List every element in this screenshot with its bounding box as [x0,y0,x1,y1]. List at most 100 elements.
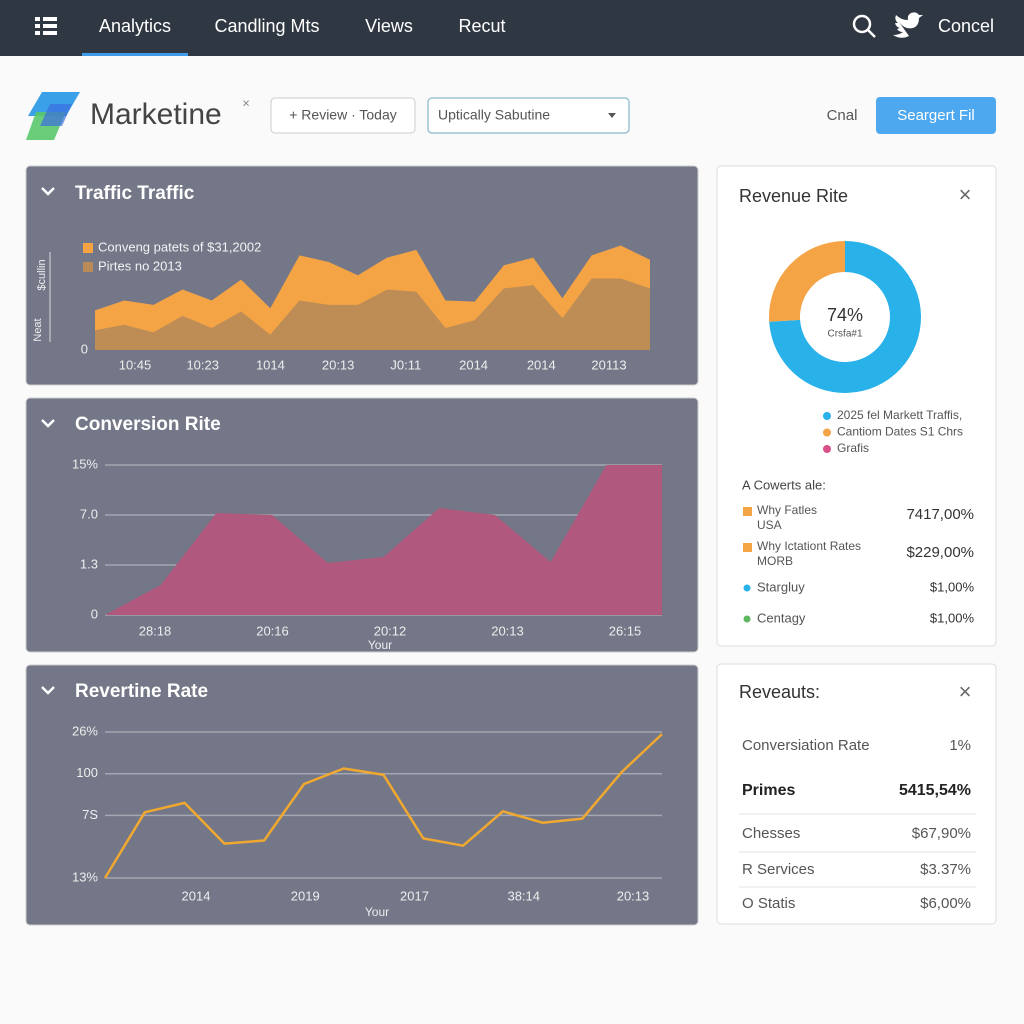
legend-swatch [83,262,93,272]
legend-label: 2025 fel Markett Traffis, [837,408,962,422]
y-tick-label: 100 [76,765,98,780]
side-panel-title: Reveauts: [739,682,820,702]
x-tick-label: 10:45 [119,357,152,372]
nav-action[interactable]: Concel [938,16,994,36]
x-tick-label: J0:11 [390,357,421,372]
summary-value: 1% [949,737,971,754]
y-tick-label: 7.0 [80,506,98,521]
collapse-icon[interactable] [41,187,55,196]
x-tick-label: 20:13 [617,888,650,903]
x-tick-label: 1014 [256,357,285,372]
area [105,465,662,615]
line [103,733,663,879]
x-tick-label: 2014 [182,888,211,903]
x-tick-label: 20113 [591,357,626,372]
x-tick-label: 20:13 [491,623,524,638]
y-tick-label: 1.3 [80,556,98,571]
legend-dot [823,412,831,420]
row-marker [743,543,752,552]
summary-value: $3.37% [920,861,971,878]
row-value: 7417,00% [906,506,974,523]
primary-button-label: Seargert Fil [897,107,975,124]
row-name: MORB [757,554,793,568]
row-value: $1,00% [930,610,975,625]
logo [40,104,72,126]
row-value: $229,00% [906,544,974,561]
y-tick-label: 0 [91,606,98,621]
nav-item[interactable]: Views [365,16,413,36]
row-marker [743,584,751,592]
donut-center-label: 74% [827,305,863,325]
x-tick-label: 20:16 [256,623,289,638]
x-tick-label: 26:15 [609,623,642,638]
summary-label: O Statis [742,895,795,912]
summary-value: $6,00% [920,895,971,912]
x-axis-label: Your [365,905,389,919]
header-link[interactable]: Cnal [827,107,858,124]
x-tick-label: 2019 [291,888,320,903]
legend-dot [823,428,831,437]
panel [25,664,699,926]
x-tick-label: 20:13 [322,357,355,372]
x-tick-label: 2014 [527,357,556,372]
summary-label: R Services [742,861,815,878]
panel-title: Revertine Rate [75,681,208,702]
x-tick-label: 2014 [459,357,488,372]
brand-close[interactable]: × [242,95,250,110]
x-tick-label: 20:12 [374,623,407,638]
nav-item[interactable]: Candling Mts [214,16,319,36]
nav-bar [0,0,1024,56]
donut-center-sub: Crsfa#1 [827,329,862,340]
side-panel [716,165,997,647]
summary-label: Chesses [742,825,800,842]
row-name: Centagy [757,610,806,625]
primary-button[interactable] [876,97,996,134]
collapse-icon[interactable] [41,419,55,428]
select-arrow [608,113,616,118]
x-tick-label: 2017 [400,888,429,903]
y-tick-label: 13% [72,869,98,884]
row-name: Stargluy [757,579,805,594]
summary-value: $67,90% [912,825,971,842]
x-tick-label: 38:14 [507,888,540,903]
select-label: Uptically Sabutine [438,107,550,123]
x-tick-label: 10:23 [186,357,219,372]
side-panel-title: Revenue Rite [739,186,848,206]
x-tick-label: 28:18 [139,623,172,638]
legend-dot [823,445,831,453]
review-button[interactable] [270,97,416,134]
area [95,278,650,350]
panel-title: Conversion Rite [75,414,221,435]
summary-label: Primes [742,782,795,799]
twitter-icon[interactable] [893,12,923,38]
legend-label: Conveng patets of $31,2002 [98,239,261,254]
close-button[interactable]: × [959,679,972,704]
row-value: $1,00% [930,579,975,594]
row-name: USA [757,518,782,532]
legend-label: Pirtes no 2013 [98,258,182,273]
row-marker [743,615,751,623]
nav-item[interactable]: Recut [458,16,505,36]
row-name: Why Ictationt Rates [757,539,861,553]
active-indicator [82,53,188,56]
legend-label: Grafis [837,441,869,455]
y-tick-label: 0 [81,341,88,356]
close-button[interactable]: × [959,182,972,207]
y-axis-label: Neat [32,318,44,341]
y-tick-label: 7S [82,807,98,822]
search-icon[interactable] [852,14,876,38]
donut-slice [769,241,921,394]
side-panel [716,663,997,925]
y-tick-label: 15% [72,456,98,471]
row-marker [743,507,752,516]
menu-icon[interactable] [35,17,57,35]
review-label: + Review · Today [289,107,397,123]
nav-item[interactable]: Analytics [99,16,171,36]
y-tick-label: 26% [72,723,98,738]
collapse-icon[interactable] [41,686,55,695]
summary-value: 5415,54% [899,782,971,799]
legend-label: Cantiom Dates S1 Chrs [837,425,963,439]
select-box[interactable] [427,97,630,134]
row-name: Why Fatles [757,503,817,517]
